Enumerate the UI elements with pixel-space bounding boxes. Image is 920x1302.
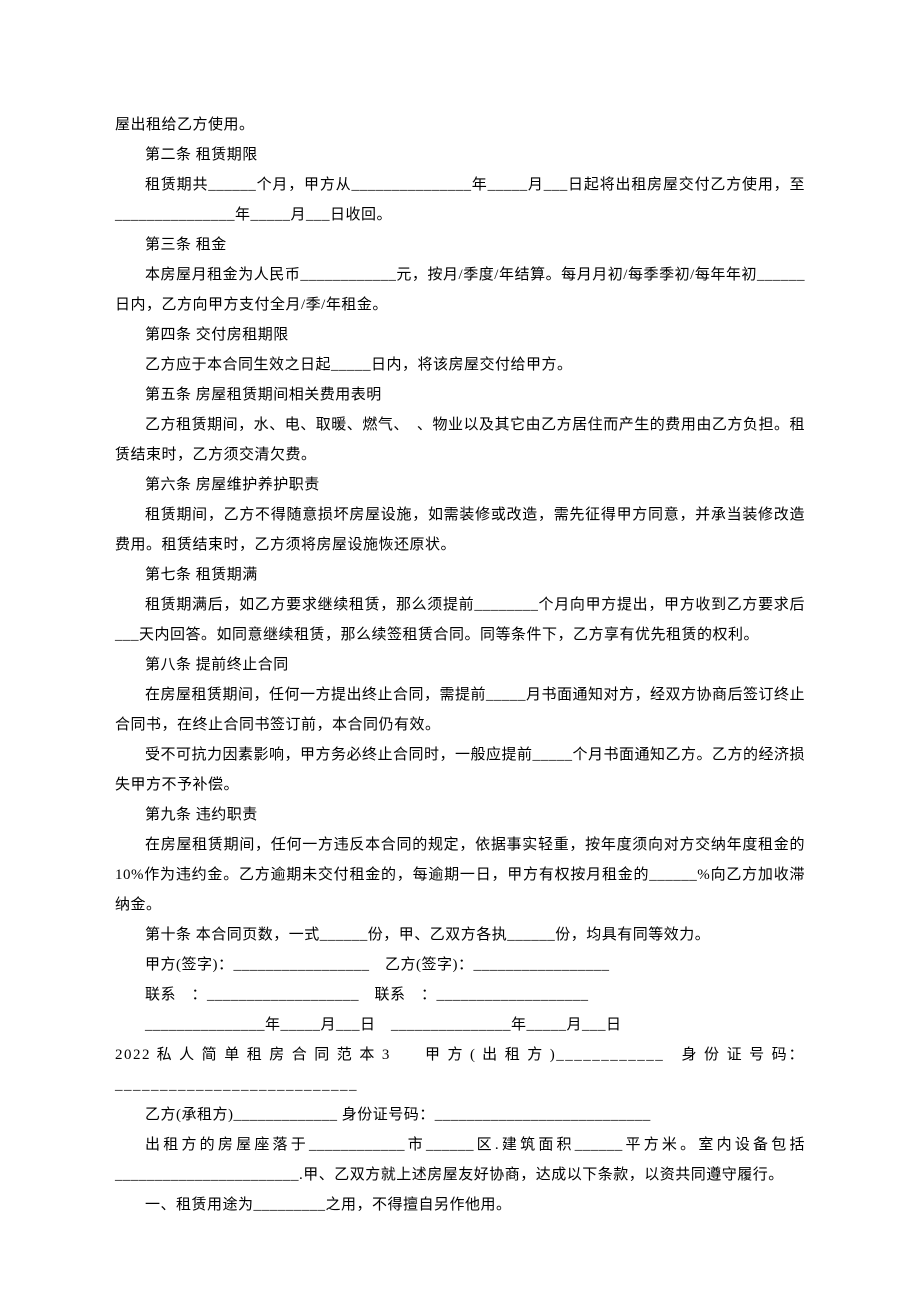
- section-8-title: 第八条 提前终止合同: [115, 650, 805, 680]
- section-4-title: 第四条 交付房租期限: [115, 320, 805, 350]
- section-9-title: 第九条 违约职责: [115, 800, 805, 830]
- section-8-body-1: 在房屋租赁期间，任何一方提出终止合同，需提前_____月书面通知对方，经双方协商…: [115, 680, 805, 740]
- section-2-body: 租赁期共______个月，甲方从_______________年_____月__…: [115, 170, 805, 230]
- section-6-title: 第六条 房屋维护养护职责: [115, 470, 805, 500]
- house-location-line: 出租方的房屋座落于____________市______区.建筑面积______…: [115, 1130, 805, 1190]
- section-4-body: 乙方应于本合同生效之日起_____日内，将该房屋交付给甲方。: [115, 350, 805, 380]
- section-10-body: 第十条 本合同页数，一式______份，甲、乙双方各执______份，均具有同等…: [115, 920, 805, 950]
- signature-contact-line: 联系 ：___________________ 联系 ：____________…: [115, 980, 805, 1010]
- section-2-title: 第二条 租赁期限: [115, 140, 805, 170]
- section-5-title: 第五条 房屋租赁期间相关费用表明: [115, 380, 805, 410]
- clause-1: 一、租赁用途为_________之用，不得擅自另作他用。: [115, 1190, 805, 1220]
- section-6-body: 租赁期间，乙方不得随意损坏房屋设施，如需装修或改造，需先征得甲方同意，并承当装修…: [115, 500, 805, 560]
- section-7-title: 第七条 租赁期满: [115, 560, 805, 590]
- section-5-body: 乙方租赁期间，水、电、取暖、燃气、 、物业以及其它由乙方居住而产生的费用由乙方负…: [115, 410, 805, 470]
- section-9-body: 在房屋租赁期间，任何一方违反本合同的规定，依据事实轻重，按年度须向对方交纳年度租…: [115, 830, 805, 920]
- signature-date-line: _______________年_____月___日 _____________…: [115, 1010, 805, 1040]
- signature-party-line: 甲方(签字)：_________________ 乙方(签字)：________…: [115, 950, 805, 980]
- section-3-title: 第三条 租金: [115, 230, 805, 260]
- section-3-body: 本房屋月租金为人民币____________元，按月/季度/年结算。每月月初/每…: [115, 260, 805, 320]
- section-8-body-2: 受不可抗力因素影响，甲方务必终止合同时，一般应提前_____个月书面通知乙方。乙…: [115, 740, 805, 800]
- contract-3-heading: 2022 私 人 简 单 租 房 合 同 范 本 3 甲 方 ( 出 租 方 )…: [115, 1040, 805, 1100]
- party-b-line: 乙方(承租方)_____________ 身份证号码：_____________…: [115, 1100, 805, 1130]
- paragraph-continuation: 屋出租给乙方使用。: [115, 110, 805, 140]
- section-7-body: 租赁期满后，如乙方要求继续租赁，那么须提前________个月向甲方提出，甲方收…: [115, 590, 805, 650]
